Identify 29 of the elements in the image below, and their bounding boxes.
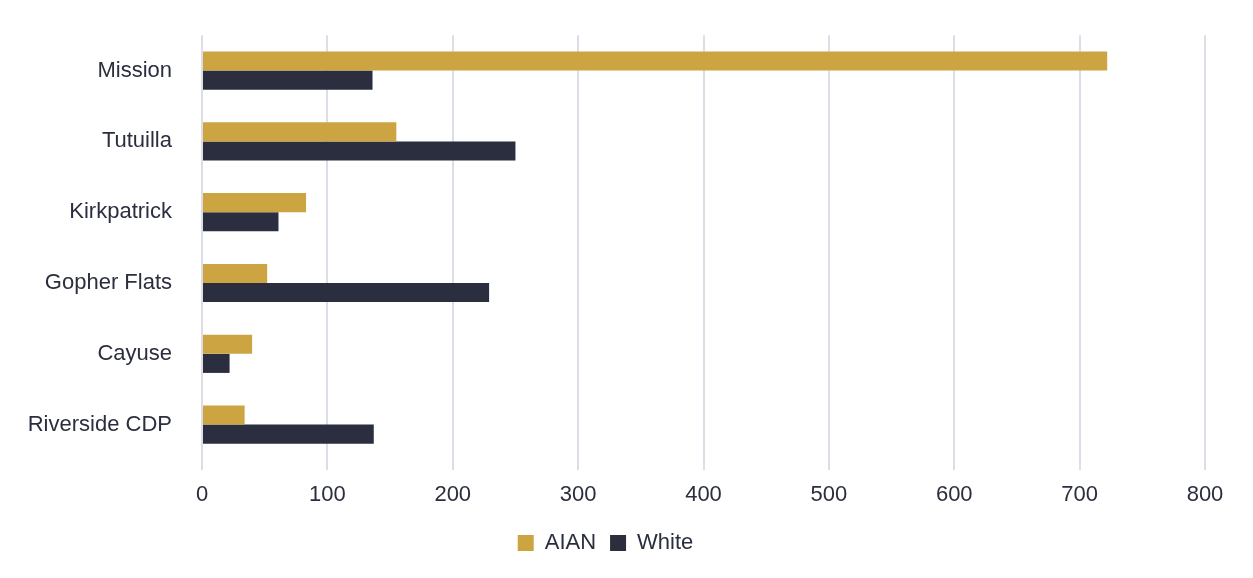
y-tick-label: Mission bbox=[97, 56, 172, 82]
bar bbox=[203, 193, 307, 213]
x-tick-label: 100 bbox=[309, 481, 346, 507]
x-tick-label: 0 bbox=[195, 481, 209, 507]
y-tick-label: Gopher Flats bbox=[44, 269, 172, 295]
bar bbox=[203, 405, 245, 425]
bar bbox=[203, 212, 279, 232]
legend-label: AIAN bbox=[544, 529, 597, 555]
bar bbox=[203, 424, 374, 444]
y-tick-label: Kirkpatrick bbox=[69, 198, 173, 224]
bar bbox=[203, 283, 490, 303]
bar bbox=[203, 51, 1108, 71]
y-tick-label: Riverside CDP bbox=[27, 410, 172, 436]
x-tick-label: 800 bbox=[1186, 481, 1224, 507]
x-tick-label: 700 bbox=[1061, 481, 1098, 507]
bar bbox=[203, 70, 373, 90]
x-tick-label: 400 bbox=[685, 481, 722, 507]
bar bbox=[203, 353, 230, 373]
bar bbox=[203, 122, 397, 142]
y-tick-label: Tutuilla bbox=[101, 127, 173, 153]
x-tick-label: 200 bbox=[434, 481, 472, 507]
y-tick-label: Cayuse bbox=[97, 339, 172, 365]
bar bbox=[203, 263, 268, 283]
x-tick-label: 600 bbox=[935, 481, 973, 507]
bar bbox=[203, 334, 253, 354]
x-tick-label: 300 bbox=[559, 481, 597, 507]
bar bbox=[203, 141, 516, 161]
legend-label: White bbox=[637, 529, 694, 555]
x-tick-label: 500 bbox=[810, 481, 848, 507]
